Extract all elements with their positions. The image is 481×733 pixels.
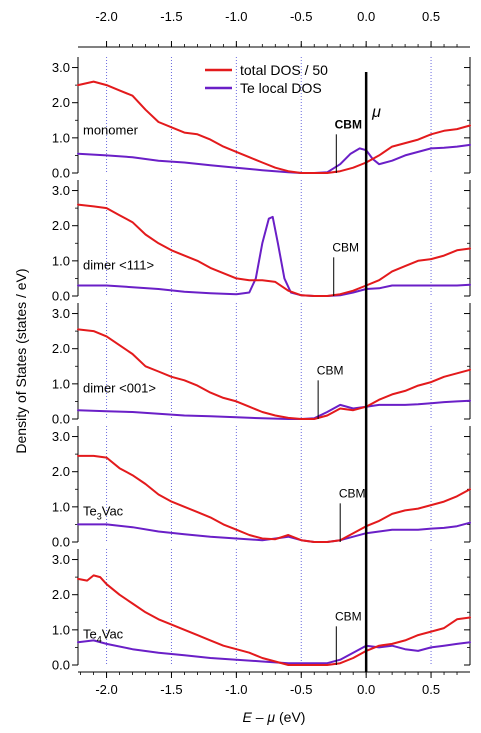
y-tick-label: 3.0 [52, 429, 70, 444]
legend-label: Te local DOS [240, 80, 322, 96]
cbm-label: CBM [335, 117, 362, 131]
bottom-tick-label: -2.0 [95, 682, 117, 697]
top-tick-label: 0.0 [357, 9, 375, 24]
top-tick-label: -0.5 [290, 9, 312, 24]
legend-label: total DOS / 50 [240, 62, 328, 78]
y-tick-label: 2.0 [52, 341, 70, 356]
cbm-label: CBM [335, 609, 362, 623]
top-tick-label: -1.0 [225, 9, 247, 24]
total-dos-line [77, 80, 471, 174]
y-tick-label: 3.0 [52, 183, 70, 198]
y-tick-label: 0.0 [52, 289, 70, 304]
top-tick-label: -1.5 [160, 9, 182, 24]
y-tick-label: 0.0 [52, 658, 70, 673]
top-axis: -2.0 -1.5 -1.0 -0.5 0.0 0.5 [78, 9, 470, 48]
te-local-dos-line [77, 399, 471, 420]
panels: 0.0 1.0 2.0 3.0 CBM monomer 0.0 1.0 2.0 3.0 CBM dim… [52, 57, 471, 673]
panel-label: dimer <001> [83, 381, 156, 396]
y-tick-label: 1.0 [52, 253, 70, 268]
cbm-label: CBM [332, 240, 359, 254]
panel-label: Te4Vac [83, 627, 124, 645]
panel-1: 0.0 1.0 2.0 3.0 CBM monomer [52, 57, 471, 181]
y-tick-label: 1.0 [52, 376, 70, 391]
panel-4: 0.0 1.0 2.0 3.0 CBM Te3Vac [52, 426, 471, 550]
te-local-dos-line [77, 215, 471, 297]
y-tick-label: 0.0 [52, 166, 70, 181]
panel-5: 0.0 1.0 2.0 3.0 CBM Te4Vac [52, 549, 471, 673]
total-dos-line [77, 328, 471, 420]
panel-label: dimer <111> [83, 258, 154, 273]
x-axis-title-symbol: E – μ [243, 709, 276, 725]
panel-2: 0.0 1.0 2.0 3.0 CBM dimer <111> [52, 180, 471, 304]
bottom-tick-label: -1.5 [160, 682, 182, 697]
te-local-dos-line [77, 143, 471, 174]
bottom-tick-label: 0.0 [357, 682, 375, 697]
y-tick-label: 3.0 [52, 60, 70, 75]
panel-label: Te3Vac [83, 504, 124, 522]
y-tick-label: 2.0 [52, 464, 70, 479]
y-tick-label: 1.0 [52, 130, 70, 145]
te-local-dos-line [77, 639, 471, 665]
bottom-tick-label: -0.5 [290, 682, 312, 697]
mu-label: μ [371, 104, 381, 121]
cbm-label: CBM [339, 486, 366, 500]
x-axis-title-unit: (eV) [275, 709, 305, 725]
total-dos-line [77, 574, 471, 666]
y-tick-label: 3.0 [52, 306, 70, 321]
bottom-axis: -2.0 -1.5 -1.0 -0.5 0.0 0.5 [78, 671, 470, 697]
y-tick-label: 0.0 [52, 412, 70, 427]
legend: total DOS / 50 Te local DOS [205, 62, 328, 96]
y-tick-label: 2.0 [52, 95, 70, 110]
y-tick-label: 2.0 [52, 587, 70, 602]
total-dos-line [77, 203, 471, 297]
y-tick-label: 3.0 [52, 552, 70, 567]
cbm-label: CBM [317, 363, 344, 377]
y-tick-label: 2.0 [52, 218, 70, 233]
top-tick-label: 0.5 [422, 9, 440, 24]
panel-label: monomer [83, 122, 139, 137]
top-tick-label: -2.0 [95, 9, 117, 24]
panel-3: 0.0 1.0 2.0 3.0 CBM dimer <001> [52, 303, 471, 427]
x-axis-title: E – μ (eV) [243, 709, 306, 725]
bottom-tick-label: -1.0 [225, 682, 247, 697]
y-tick-label: 1.0 [52, 499, 70, 514]
bottom-tick-label: 0.5 [422, 682, 440, 697]
mu-marker: μ [364, 72, 381, 672]
total-dos-line [77, 454, 471, 543]
y-tick-label: 1.0 [52, 622, 70, 637]
y-axis-title: Density of States (states / eV) [13, 268, 29, 453]
y-tick-label: 0.0 [52, 535, 70, 550]
